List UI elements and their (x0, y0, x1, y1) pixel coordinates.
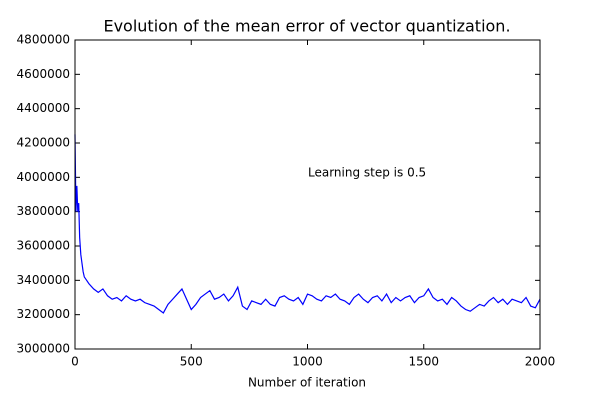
x-tick-label: 0 (71, 355, 79, 369)
annotation: Learning step is 0.5 (308, 166, 426, 180)
x-tick-label: 500 (180, 355, 203, 369)
x-tick-label: 1500 (408, 355, 439, 369)
y-tick-label: 3400000 (17, 273, 70, 287)
chart-title: Evolution of the mean error of vector qu… (103, 17, 510, 36)
y-tick-label: 3600000 (17, 239, 70, 253)
y-tick-label: 4800000 (17, 33, 70, 47)
y-tick-label: 3200000 (17, 307, 70, 321)
y-tick-label: 4600000 (17, 67, 70, 81)
y-tick-label: 4200000 (17, 136, 70, 150)
x-axis-label: Number of iteration (248, 376, 366, 390)
y-tick-label: 3800000 (17, 204, 70, 218)
data-line (74, 134, 541, 314)
y-tick-label: 4000000 (17, 170, 70, 184)
y-tick-label: 3000000 (17, 342, 70, 356)
plot-frame (74, 39, 541, 350)
y-tick-label: 4400000 (17, 101, 70, 115)
x-tick-label: 2000 (525, 355, 556, 369)
x-tick-label: 1000 (292, 355, 323, 369)
